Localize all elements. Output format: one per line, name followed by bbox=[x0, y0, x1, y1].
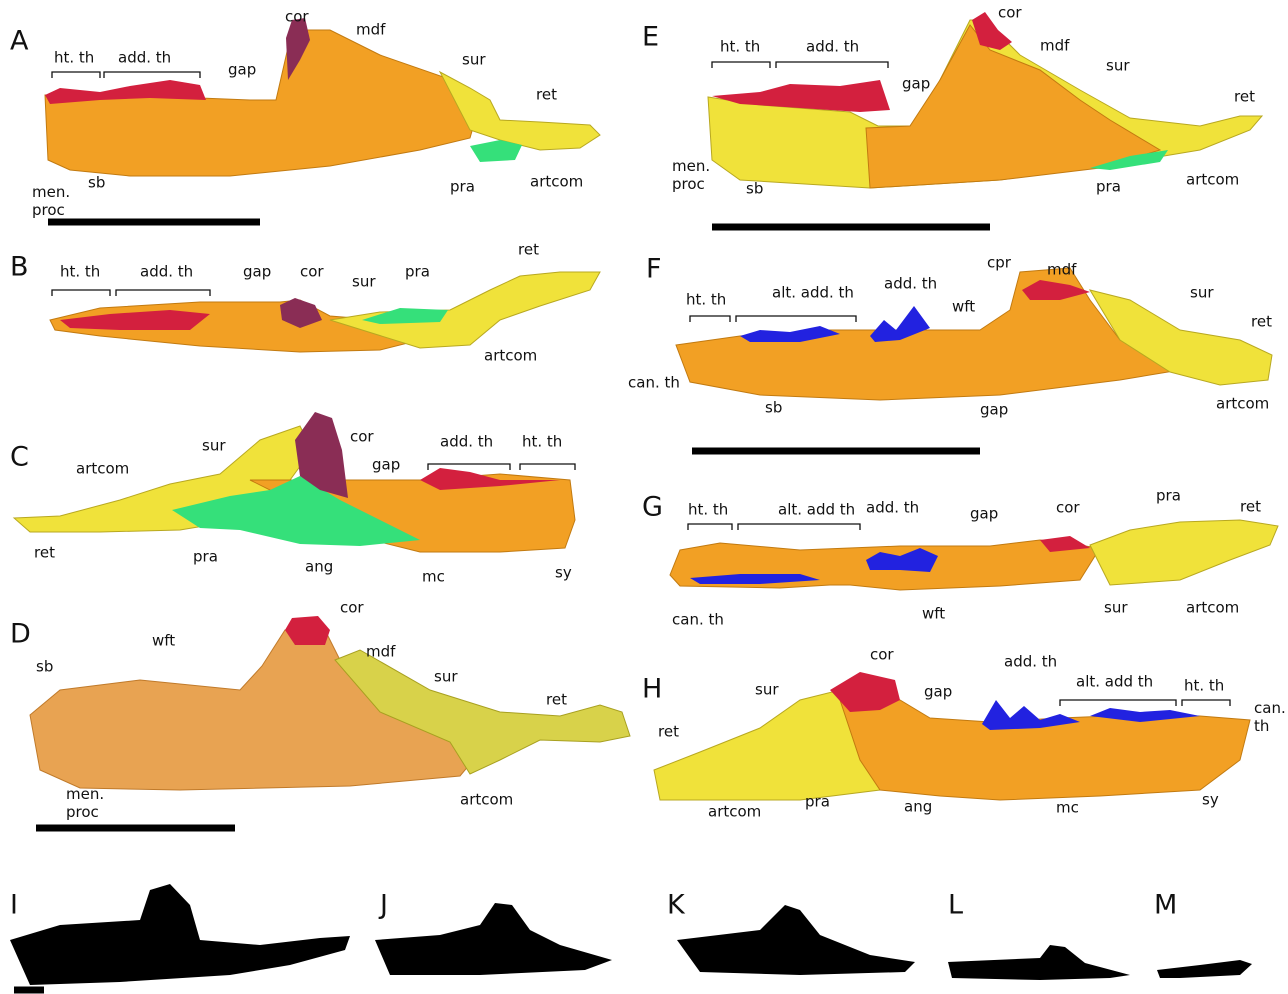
label: mc bbox=[1056, 799, 1079, 817]
label: men.proc bbox=[672, 157, 710, 193]
label: ret bbox=[1240, 498, 1261, 516]
label: add. th bbox=[118, 49, 171, 67]
label: mdf bbox=[356, 21, 386, 39]
panel-letter: K bbox=[667, 890, 686, 921]
label: cor bbox=[998, 4, 1022, 22]
label: artcom bbox=[530, 173, 583, 191]
panel-letter: H bbox=[642, 674, 662, 705]
panel-letter: I bbox=[10, 890, 18, 921]
label: ht. th bbox=[720, 38, 760, 56]
label: ret bbox=[34, 544, 55, 562]
label: sur bbox=[1190, 284, 1214, 302]
label: wft bbox=[952, 298, 975, 316]
label: ht. th bbox=[522, 433, 562, 451]
label: ang bbox=[904, 798, 932, 816]
label: sy bbox=[555, 564, 572, 582]
label: gap bbox=[372, 456, 400, 474]
label: cor bbox=[1056, 499, 1080, 517]
label: cor bbox=[300, 263, 324, 281]
label: cor bbox=[350, 428, 374, 446]
panel-letter: C bbox=[10, 442, 29, 473]
label: sur bbox=[202, 437, 226, 455]
label: wft bbox=[152, 632, 175, 650]
label: sur bbox=[462, 51, 486, 69]
label: artcom bbox=[708, 803, 761, 821]
label: add. th bbox=[884, 275, 937, 293]
label: alt. add. th bbox=[772, 284, 854, 302]
label: gap bbox=[228, 61, 256, 79]
panel-letter: F bbox=[646, 254, 662, 285]
label: wft bbox=[922, 605, 945, 623]
label: cor bbox=[870, 646, 894, 664]
label: ht. th bbox=[1184, 677, 1224, 695]
label: sb bbox=[746, 180, 763, 198]
label: ret bbox=[518, 241, 539, 259]
label: add. th bbox=[806, 38, 859, 56]
label: ret bbox=[658, 723, 679, 741]
label: pra bbox=[405, 263, 430, 281]
label: pra bbox=[1156, 487, 1181, 505]
label: sy bbox=[1202, 791, 1219, 809]
label: can. th bbox=[672, 611, 724, 629]
label: ht. th bbox=[688, 501, 728, 519]
label: ht. th bbox=[60, 263, 100, 281]
label: ht. th bbox=[54, 49, 94, 67]
label: gap bbox=[243, 263, 271, 281]
panel-letter: D bbox=[10, 619, 31, 650]
label: sur bbox=[1104, 599, 1128, 617]
label: artcom bbox=[76, 460, 129, 478]
label: pra bbox=[805, 793, 830, 811]
panel-letter: A bbox=[10, 26, 29, 57]
label: ret bbox=[1251, 313, 1272, 331]
label: sb bbox=[36, 658, 53, 676]
label: sb bbox=[765, 399, 782, 417]
label: mdf bbox=[1040, 37, 1070, 55]
label: ret bbox=[546, 691, 567, 709]
label: cor bbox=[285, 8, 309, 26]
panel-letter: J bbox=[378, 890, 388, 921]
label: sur bbox=[434, 668, 458, 686]
label: artcom bbox=[484, 347, 537, 365]
label: pra bbox=[450, 178, 475, 196]
label: add. th bbox=[866, 499, 919, 517]
label: ret bbox=[1234, 88, 1255, 106]
label: pra bbox=[1096, 178, 1121, 196]
label: ret bbox=[536, 86, 557, 104]
label: sur bbox=[352, 273, 376, 291]
label: sur bbox=[1106, 57, 1130, 75]
label: artcom bbox=[1216, 395, 1269, 413]
label: ang bbox=[305, 558, 333, 576]
label: artcom bbox=[1186, 171, 1239, 189]
label: gap bbox=[980, 401, 1008, 419]
label: can. th bbox=[628, 374, 680, 392]
label: ht. th bbox=[686, 291, 726, 309]
panel-letter: L bbox=[948, 890, 963, 921]
panel-letter: B bbox=[10, 252, 29, 283]
label: gap bbox=[924, 683, 952, 701]
figure: A ht. th add. th cor mdf gap sur ret men… bbox=[0, 0, 1288, 994]
label: add. th bbox=[1004, 653, 1057, 671]
label: cpr bbox=[987, 254, 1012, 272]
label: gap bbox=[970, 505, 998, 523]
label: mdf bbox=[366, 643, 396, 661]
label: can.th bbox=[1254, 699, 1286, 735]
panel-letter: G bbox=[642, 492, 663, 523]
label: artcom bbox=[1186, 599, 1239, 617]
panel-letter: E bbox=[642, 22, 659, 53]
label: alt. add th bbox=[1076, 673, 1153, 691]
label: sb bbox=[88, 174, 105, 192]
label: mc bbox=[422, 568, 445, 586]
label: artcom bbox=[460, 791, 513, 809]
label: cor bbox=[340, 599, 364, 617]
label: alt. add th bbox=[778, 501, 855, 519]
panel-letter: M bbox=[1154, 890, 1177, 921]
label: add. th bbox=[440, 433, 493, 451]
label: sur bbox=[755, 681, 779, 699]
label: gap bbox=[902, 75, 930, 93]
label: mdf bbox=[1047, 261, 1077, 279]
label: pra bbox=[193, 548, 218, 566]
label: men.proc bbox=[66, 785, 104, 821]
label: add. th bbox=[140, 263, 193, 281]
label: men.proc bbox=[32, 183, 70, 219]
